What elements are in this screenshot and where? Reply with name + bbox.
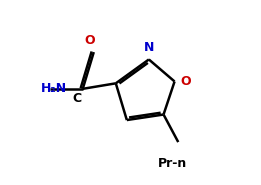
Text: O: O: [85, 34, 96, 47]
Text: Pr-n: Pr-n: [158, 157, 187, 170]
Text: C: C: [73, 92, 82, 105]
Text: O: O: [180, 75, 191, 88]
Text: H₂N: H₂N: [40, 82, 67, 95]
Text: N: N: [144, 41, 154, 54]
